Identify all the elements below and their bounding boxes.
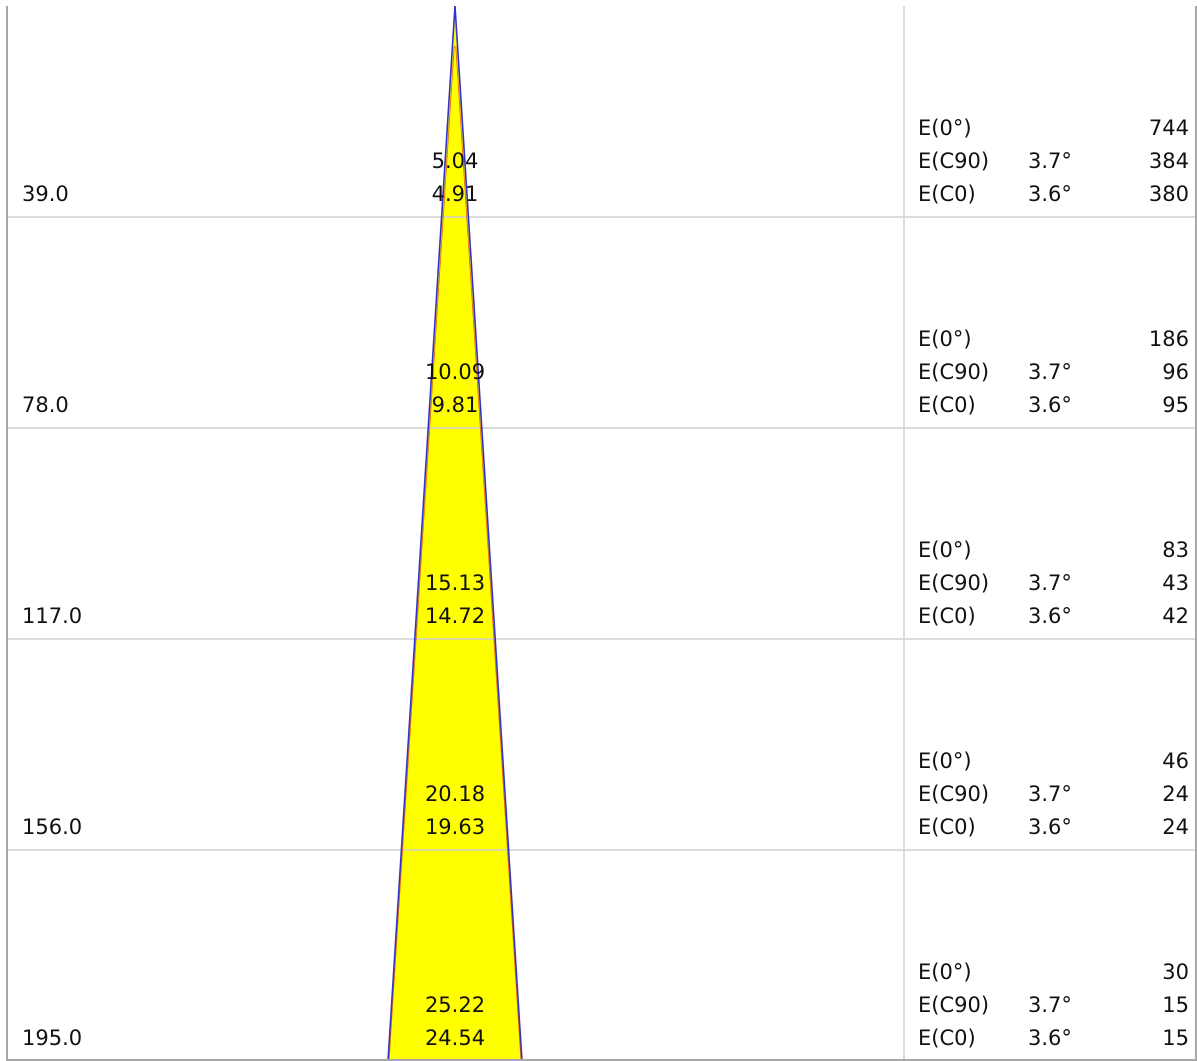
beam-diameter-c0: 9.81: [431, 393, 479, 417]
illuminance-value: 384: [1148, 149, 1189, 173]
illuminance-label: E(C0): [918, 182, 976, 206]
cone-edge-left: [387, 6, 456, 1061]
distance-label: 78.0: [22, 393, 69, 417]
illuminance-value: 186: [1148, 327, 1189, 351]
beam-diameter-c0: 19.63: [424, 815, 486, 839]
cone-edge-right: [454, 6, 523, 1061]
illuminance-value: 42: [1162, 604, 1189, 628]
distance-label: 195.0: [22, 1026, 83, 1050]
illuminance-label: E(0°): [918, 960, 972, 984]
illuminance-label: E(C90): [918, 571, 990, 595]
illuminance-value: 380: [1148, 182, 1189, 206]
illuminance-angle: 3.6°: [1028, 604, 1072, 628]
illuminance-angle: 3.7°: [1028, 360, 1072, 384]
illuminance-value: 46: [1162, 749, 1189, 773]
illuminance-label: E(C90): [918, 360, 990, 384]
beam-diagram: 39.0 5.04 4.91 E(0°) 744 E(C90) 3.7° 384 E(C0) 3.…: [6, 6, 1197, 1061]
beam-diameter-c90: 20.18: [424, 782, 486, 806]
illuminance-angle: 3.7°: [1028, 782, 1072, 806]
illuminance-label: E(C90): [918, 149, 990, 173]
illuminance-value: 43: [1162, 571, 1189, 595]
beam-diameter-c0: 14.72: [424, 604, 486, 628]
distance-label: 117.0: [22, 604, 83, 628]
illuminance-value: 83: [1162, 538, 1189, 562]
illuminance-label: E(C90): [918, 782, 990, 806]
beam-diameter-c0: 4.91: [431, 182, 479, 206]
beam-diameter-c0: 24.54: [424, 1026, 486, 1050]
illuminance-value: 15: [1162, 1026, 1189, 1050]
beam-diameter-c90: 10.09: [424, 360, 486, 384]
beam-diameter-c90: 25.22: [424, 993, 486, 1017]
illuminance-value: 24: [1162, 782, 1189, 806]
cone-edge-left-inner: [388, 45, 455, 1061]
illuminance-angle: 3.7°: [1028, 149, 1072, 173]
illuminance-value: 30: [1162, 960, 1189, 984]
distance-label: 156.0: [22, 815, 83, 839]
illuminance-value: 96: [1162, 360, 1189, 384]
light-cone: [388, 6, 522, 1061]
illuminance-label: E(C90): [918, 993, 990, 1017]
beam-diameter-c90: 5.04: [431, 149, 479, 173]
illuminance-angle: 3.6°: [1028, 182, 1072, 206]
illuminance-angle: 3.6°: [1028, 1026, 1072, 1050]
illuminance-label: E(C0): [918, 1026, 976, 1050]
frame-border: [6, 6, 1197, 1061]
illuminance-label: E(0°): [918, 116, 972, 140]
distance-label: 39.0: [22, 182, 69, 206]
illuminance-label: E(0°): [918, 327, 972, 351]
illuminance-label: E(C0): [918, 815, 976, 839]
illuminance-value: 744: [1148, 116, 1189, 140]
illuminance-label: E(0°): [918, 749, 972, 773]
illuminance-label: E(C0): [918, 604, 976, 628]
illuminance-value: 15: [1162, 993, 1189, 1017]
illuminance-label: E(0°): [918, 538, 972, 562]
illuminance-value: 95: [1162, 393, 1189, 417]
illuminance-angle: 3.6°: [1028, 815, 1072, 839]
diagram-canvas: [6, 6, 1197, 1061]
illuminance-angle: 3.6°: [1028, 393, 1072, 417]
illuminance-angle: 3.7°: [1028, 993, 1072, 1017]
illuminance-angle: 3.7°: [1028, 571, 1072, 595]
cone-edge-right-inner: [455, 45, 522, 1061]
illuminance-value: 24: [1162, 815, 1189, 839]
illuminance-label: E(C0): [918, 393, 976, 417]
beam-diameter-c90: 15.13: [424, 571, 486, 595]
